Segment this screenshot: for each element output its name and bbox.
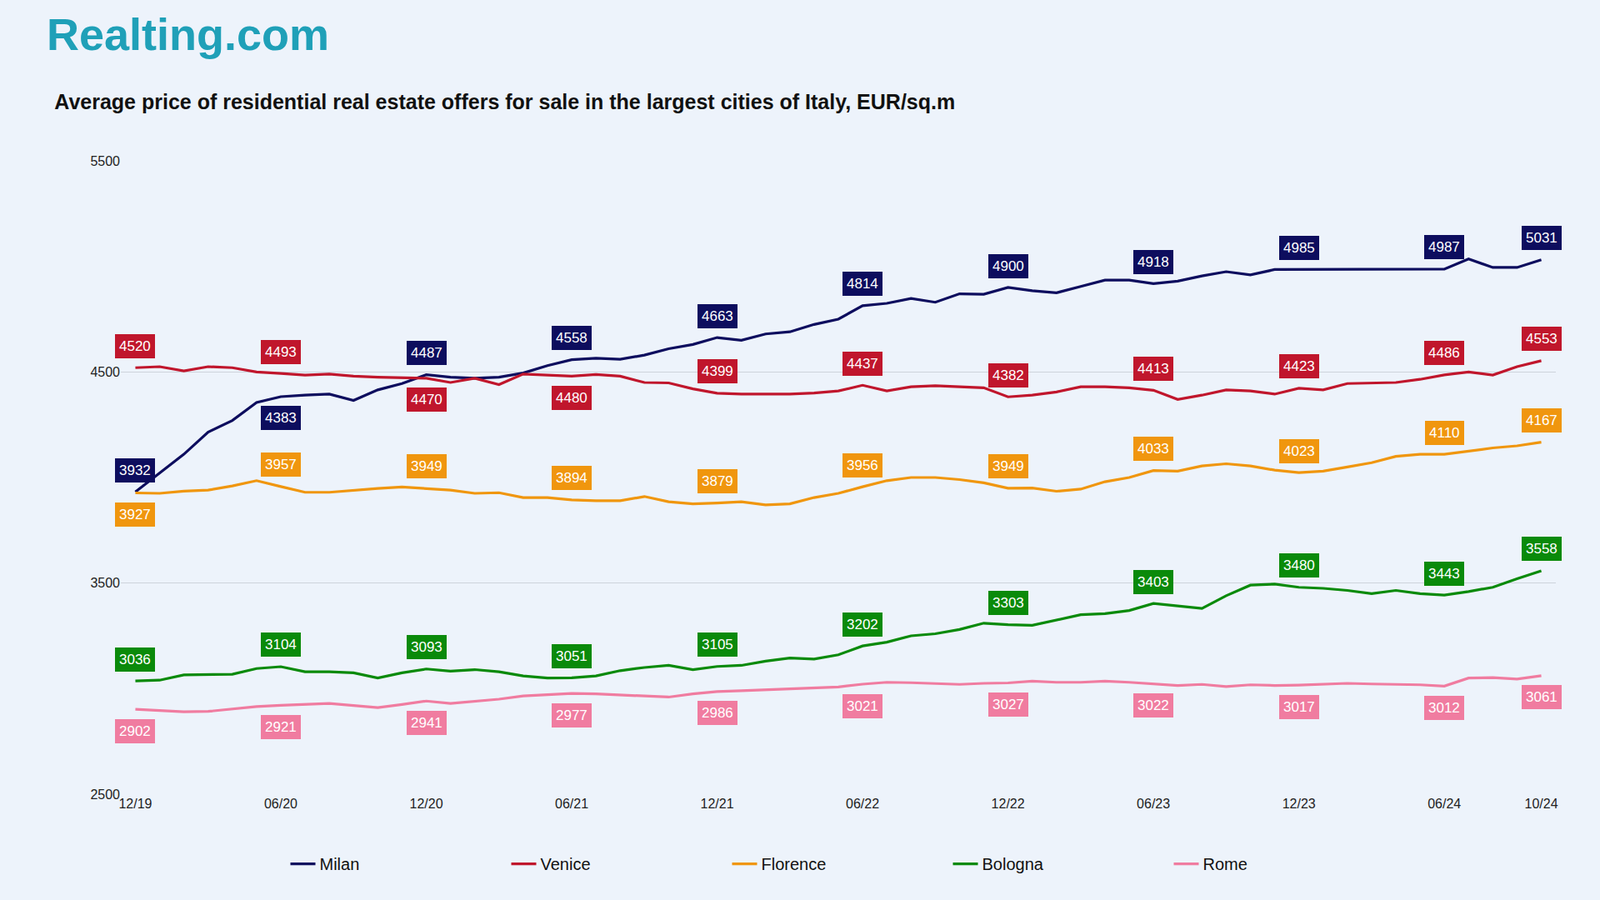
svg-text:3957: 3957 bbox=[265, 456, 297, 473]
svg-text:4167: 4167 bbox=[1525, 412, 1558, 429]
svg-text:4399: 4399 bbox=[701, 363, 734, 380]
svg-text:06/23: 06/23 bbox=[1136, 796, 1170, 811]
svg-text:4985: 4985 bbox=[1283, 240, 1315, 256]
svg-text:3012: 3012 bbox=[1428, 700, 1460, 716]
svg-text:4500: 4500 bbox=[90, 365, 120, 380]
svg-text:12/20: 12/20 bbox=[409, 796, 443, 811]
svg-text:Venice: Venice bbox=[540, 855, 591, 874]
svg-text:3021: 3021 bbox=[846, 698, 879, 715]
svg-text:2941: 2941 bbox=[410, 715, 443, 731]
svg-text:12/23: 12/23 bbox=[1282, 796, 1316, 811]
svg-text:4383: 4383 bbox=[265, 410, 297, 426]
svg-text:4900: 4900 bbox=[992, 258, 1025, 275]
svg-text:3403: 3403 bbox=[1137, 574, 1170, 590]
svg-text:4918: 4918 bbox=[1137, 254, 1170, 270]
svg-text:4987: 4987 bbox=[1428, 239, 1460, 255]
svg-text:3017: 3017 bbox=[1283, 699, 1315, 715]
svg-text:5031: 5031 bbox=[1525, 230, 1558, 246]
svg-text:4423: 4423 bbox=[1283, 358, 1315, 375]
svg-text:06/20: 06/20 bbox=[264, 796, 298, 811]
svg-text:12/21: 12/21 bbox=[700, 796, 735, 811]
svg-text:2977: 2977 bbox=[555, 707, 588, 724]
svg-text:3879: 3879 bbox=[701, 473, 734, 490]
svg-text:4558: 4558 bbox=[555, 330, 588, 346]
svg-text:4520: 4520 bbox=[119, 338, 151, 355]
svg-text:3022: 3022 bbox=[1137, 697, 1170, 714]
svg-text:4663: 4663 bbox=[701, 308, 734, 325]
svg-text:3932: 3932 bbox=[119, 462, 151, 479]
svg-text:5500: 5500 bbox=[90, 154, 120, 169]
svg-text:4023: 4023 bbox=[1283, 443, 1315, 460]
svg-text:4480: 4480 bbox=[555, 390, 588, 406]
svg-text:3061: 3061 bbox=[1525, 689, 1558, 705]
svg-text:12/19: 12/19 bbox=[118, 796, 152, 811]
svg-text:3894: 3894 bbox=[555, 470, 588, 486]
svg-text:4437: 4437 bbox=[846, 355, 879, 372]
svg-text:3202: 3202 bbox=[846, 616, 879, 633]
svg-text:3956: 3956 bbox=[846, 457, 879, 474]
svg-text:2902: 2902 bbox=[119, 723, 151, 740]
svg-text:3093: 3093 bbox=[410, 639, 443, 655]
svg-text:3303: 3303 bbox=[992, 595, 1025, 611]
svg-text:2500: 2500 bbox=[90, 787, 120, 802]
svg-text:3443: 3443 bbox=[1428, 565, 1460, 582]
svg-text:Average price of residential r: Average price of residential real estate… bbox=[54, 90, 955, 114]
svg-text:10/24: 10/24 bbox=[1525, 796, 1559, 811]
svg-text:Bologna: Bologna bbox=[982, 855, 1045, 874]
svg-text:3558: 3558 bbox=[1525, 540, 1558, 557]
svg-text:Florence: Florence bbox=[761, 855, 827, 874]
svg-text:Milan: Milan bbox=[320, 855, 360, 874]
svg-text:06/22: 06/22 bbox=[845, 796, 880, 811]
svg-text:Realting.com: Realting.com bbox=[46, 9, 330, 60]
svg-text:2921: 2921 bbox=[265, 719, 297, 735]
svg-text:4553: 4553 bbox=[1525, 330, 1558, 347]
svg-text:4493: 4493 bbox=[265, 344, 297, 360]
svg-text:3104: 3104 bbox=[265, 636, 297, 653]
svg-text:Rome: Rome bbox=[1203, 855, 1248, 874]
svg-text:4487: 4487 bbox=[410, 345, 443, 361]
svg-text:2986: 2986 bbox=[701, 705, 734, 721]
svg-text:3949: 3949 bbox=[992, 458, 1025, 475]
svg-text:4033: 4033 bbox=[1137, 440, 1170, 457]
svg-text:4486: 4486 bbox=[1428, 345, 1460, 361]
svg-text:3027: 3027 bbox=[992, 696, 1025, 713]
svg-text:3949: 3949 bbox=[410, 458, 443, 475]
svg-text:4470: 4470 bbox=[410, 391, 443, 408]
svg-text:4413: 4413 bbox=[1137, 360, 1170, 377]
svg-text:3927: 3927 bbox=[119, 506, 151, 523]
svg-text:3051: 3051 bbox=[555, 648, 588, 665]
svg-text:4382: 4382 bbox=[992, 367, 1025, 384]
svg-text:4110: 4110 bbox=[1429, 425, 1460, 441]
svg-text:06/24: 06/24 bbox=[1427, 796, 1461, 811]
svg-text:06/21: 06/21 bbox=[555, 796, 589, 811]
svg-text:12/22: 12/22 bbox=[991, 796, 1025, 811]
svg-text:3036: 3036 bbox=[119, 651, 151, 668]
svg-text:4814: 4814 bbox=[846, 275, 879, 292]
svg-text:3500: 3500 bbox=[90, 575, 120, 590]
svg-text:3480: 3480 bbox=[1283, 557, 1315, 574]
svg-text:3105: 3105 bbox=[701, 636, 734, 653]
